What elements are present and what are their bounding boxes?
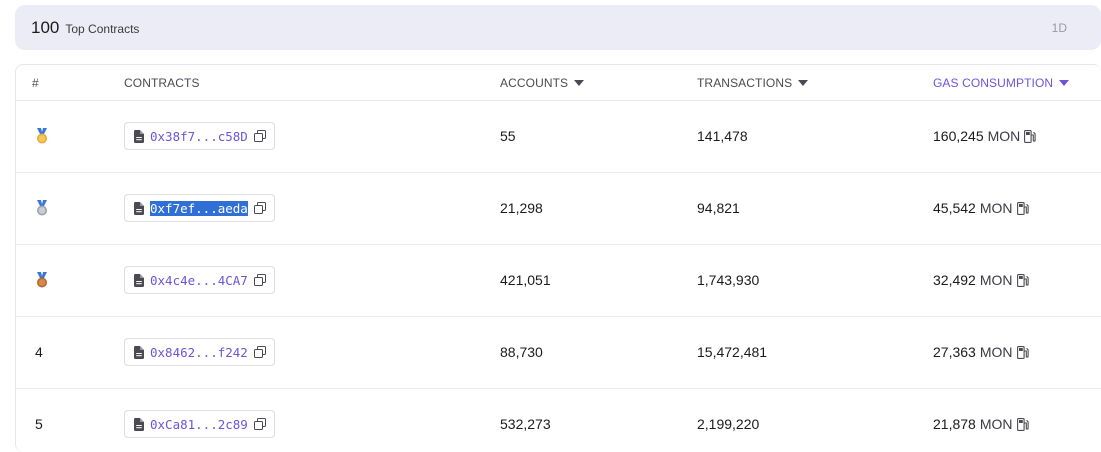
column-rank-label: # [32,75,39,90]
header-label: Top Contracts [65,21,140,36]
top-contracts-header: 100 Top Contracts 1D [15,5,1101,50]
accounts-value: 21,298 [500,200,543,216]
table-row[interactable]: 4 0x8462...f242 88,730 15,472,481 27,363… [16,316,1101,389]
column-rank: # [32,65,39,100]
file-icon [134,345,144,359]
gas-cell: 21,878 MON [933,388,1029,452]
fuel-pump-icon [1016,201,1029,215]
fuel-pump-icon [1016,417,1029,431]
gas-value: 21,878 [933,416,976,432]
gold-medal-icon [35,128,49,144]
contract-address-link[interactable]: 0x38f7...c58D [150,128,248,144]
copy-icon[interactable] [253,418,266,430]
rank-cell [35,244,49,316]
file-icon [134,273,144,287]
gas-unit: MON [979,200,1013,216]
contract-address-link[interactable]: 0x8462...f242 [150,344,248,360]
table-row[interactable]: 5 0xCa81...2c89 532,273 2,199,220 21,878… [16,388,1101,452]
gas-cell: 27,363 MON [933,316,1029,388]
gas-unit: MON [979,416,1013,432]
column-accounts-sort[interactable]: ACCOUNTS [500,65,585,100]
transactions-value: 94,821 [697,200,740,216]
table-row[interactable]: 0x38f7...c58D 55 141,478 160,245 MON [16,100,1101,173]
column-accounts-label: ACCOUNTS [500,75,569,90]
accounts-value: 55 [500,128,516,144]
bronze-medal-icon [35,272,49,288]
copy-icon[interactable] [253,346,266,358]
column-gas-sort[interactable]: GAS CONSUMPTION [933,65,1070,100]
copy-icon[interactable] [253,274,266,286]
rank-cell [35,100,49,172]
file-icon [134,129,144,143]
contract-address-link[interactable]: 0x4c4e...4CA7 [150,272,248,288]
gas-unit: MON [979,344,1013,360]
accounts-value: 421,051 [500,272,551,288]
contract-address-chip[interactable]: 0xf7ef...aeda [124,194,275,222]
column-contracts: CONTRACTS [124,65,200,100]
gas-value: 160,245 [933,128,984,144]
rank-cell [35,172,49,244]
transactions-value: 2,199,220 [697,416,760,432]
contracts-table: # CONTRACTS ACCOUNTS TRANSACTIONS GAS CO… [15,64,1101,452]
rank-cell: 5 [35,416,43,432]
table-row[interactable]: 0xf7ef...aeda 21,298 94,821 45,542 MON [16,172,1101,245]
fuel-pump-icon [1016,345,1029,359]
transactions-value: 1,743,930 [697,272,760,288]
gas-value: 32,492 [933,272,976,288]
header-title: 100 Top Contracts [31,18,139,38]
gas-cell: 32,492 MON [933,244,1029,316]
accounts-value: 532,273 [500,416,551,432]
rank-cell: 4 [35,344,43,360]
copy-icon[interactable] [253,202,266,214]
contract-address-link[interactable]: 0xf7ef...aeda [150,200,248,216]
timeframe-selector[interactable]: 1D [1051,20,1067,35]
contract-address-chip[interactable]: 0x38f7...c58D [124,122,275,150]
table-row[interactable]: 0x4c4e...4CA7 421,051 1,743,930 32,492 M… [16,244,1101,317]
column-transactions-sort[interactable]: TRANSACTIONS [697,65,809,100]
gas-cell: 160,245 MON [933,100,1036,172]
contract-address-chip[interactable]: 0xCa81...2c89 [124,410,275,438]
column-transactions-label: TRANSACTIONS [697,75,793,90]
file-icon [134,201,144,215]
gas-unit: MON [979,272,1013,288]
contract-address-chip[interactable]: 0x8462...f242 [124,338,275,366]
transactions-value: 15,472,481 [697,344,768,360]
fuel-pump-icon [1016,273,1029,287]
sort-caret-icon [1059,79,1070,86]
sort-caret-icon [574,79,585,86]
contract-count: 100 [31,17,60,37]
gas-value: 27,363 [933,344,976,360]
contract-address-chip[interactable]: 0x4c4e...4CA7 [124,266,275,294]
sort-caret-icon [798,79,809,86]
column-gas-label: GAS CONSUMPTION [933,75,1054,90]
gas-value: 45,542 [933,200,976,216]
accounts-value: 88,730 [500,344,543,360]
transactions-value: 141,478 [697,128,748,144]
table-header: # CONTRACTS ACCOUNTS TRANSACTIONS GAS CO… [16,65,1101,101]
gas-cell: 45,542 MON [933,172,1029,244]
copy-icon[interactable] [253,130,266,142]
silver-medal-icon [35,200,49,216]
contract-address-link[interactable]: 0xCa81...2c89 [150,416,248,432]
gas-unit: MON [987,128,1021,144]
column-contracts-label: CONTRACTS [124,75,200,90]
file-icon [134,417,144,431]
fuel-pump-icon [1024,129,1036,143]
